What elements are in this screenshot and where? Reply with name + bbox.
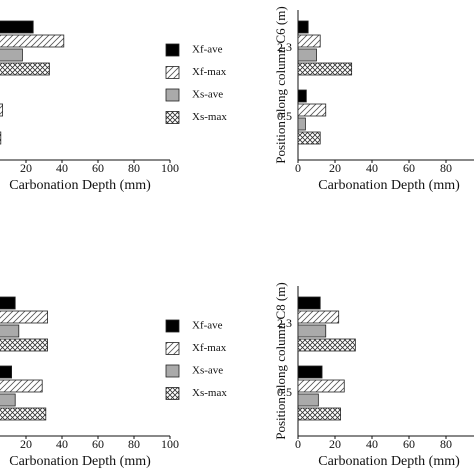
bar [297, 131, 321, 145]
bar [297, 48, 317, 62]
bar [0, 296, 16, 310]
bar [0, 324, 20, 338]
bar [0, 20, 34, 34]
x-tick-label: 20 [329, 437, 341, 451]
bar [297, 20, 309, 34]
legend-label: Xs-ave [192, 89, 223, 101]
y-tick-label: 2.3 [277, 40, 292, 54]
x-tick-label: 40 [56, 161, 68, 175]
bar [0, 393, 16, 407]
bar [0, 310, 48, 324]
x-tick-label: 20 [20, 437, 32, 451]
bar [297, 117, 306, 131]
bar [297, 379, 345, 393]
x-tick-label: 60 [403, 161, 415, 175]
x-tick-label: 100 [161, 161, 179, 175]
x-tick-label: 20 [329, 161, 341, 175]
bar [297, 89, 307, 103]
y-axis-label: Position along column C8 (m) [273, 282, 288, 439]
x-tick-label: 80 [128, 437, 140, 451]
legend-swatch [165, 43, 180, 57]
bar [297, 407, 341, 421]
legend-swatch [165, 66, 180, 79]
bar [297, 62, 353, 76]
bar [0, 48, 23, 62]
bar [297, 365, 323, 379]
bar [297, 103, 327, 117]
x-tick-label: 80 [128, 161, 140, 175]
bar [0, 62, 50, 76]
x-axis-label: Carbonation Depth (mm) [318, 178, 460, 193]
legend-label: Xf-ave [192, 320, 223, 332]
x-axis-label: Carbonation Depth (mm) [9, 454, 151, 469]
legend-label: Xf-ave [192, 44, 223, 56]
x-tick-label: 80 [440, 161, 452, 175]
legend-label: Xs-max [192, 387, 227, 399]
x-tick-label: 40 [56, 437, 68, 451]
x-tick-label: 80 [440, 437, 452, 451]
legend-swatch [165, 364, 180, 378]
bar [0, 379, 43, 393]
x-tick-label: 100 [161, 437, 179, 451]
legend-swatch [165, 111, 180, 124]
x-tick-label: 0 [295, 161, 301, 175]
x-tick-label: 40 [366, 437, 378, 451]
legend-swatch [165, 387, 180, 400]
bar [297, 310, 340, 324]
x-axis-label: Carbonation Depth (mm) [9, 178, 151, 193]
bar [0, 103, 4, 117]
y-tick-label: 0.5 [277, 385, 292, 399]
legend-label: Xf-max [192, 342, 227, 354]
legend-label: Xs-max [192, 111, 227, 123]
bar [297, 34, 321, 48]
x-tick-label: 0 [295, 437, 301, 451]
bar [0, 34, 65, 48]
y-axis-label: Position along column C6 (m) [273, 6, 288, 163]
bar [0, 338, 48, 352]
x-tick-label: 20 [20, 161, 32, 175]
bar [297, 393, 319, 407]
x-tick-label: 60 [92, 161, 104, 175]
x-axis-label: Carbonation Depth (mm) [318, 454, 460, 469]
bar [0, 365, 13, 379]
legend-swatch [165, 342, 180, 355]
legend-swatch [165, 88, 180, 102]
bar [0, 407, 47, 421]
bar [297, 338, 356, 352]
legend-label: Xf-max [192, 66, 227, 78]
legend-swatch [165, 319, 180, 333]
x-tick-label: 40 [366, 161, 378, 175]
bar [297, 296, 321, 310]
y-tick-label: 2.3 [277, 316, 292, 330]
bar [0, 131, 2, 145]
bar [297, 324, 327, 338]
x-tick-label: 60 [403, 437, 415, 451]
x-tick-label: 60 [92, 437, 104, 451]
y-tick-label: 0.5 [277, 109, 292, 123]
legend-label: Xs-ave [192, 365, 223, 377]
